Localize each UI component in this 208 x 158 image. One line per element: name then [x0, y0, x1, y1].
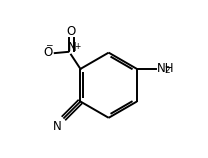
Text: N: N [53, 120, 62, 133]
Text: +: + [74, 42, 81, 51]
Text: O: O [66, 25, 76, 38]
Text: −: − [45, 41, 53, 50]
Text: N: N [67, 41, 76, 54]
Text: 2: 2 [164, 66, 170, 75]
Text: O: O [43, 46, 53, 59]
Text: NH: NH [157, 62, 175, 75]
